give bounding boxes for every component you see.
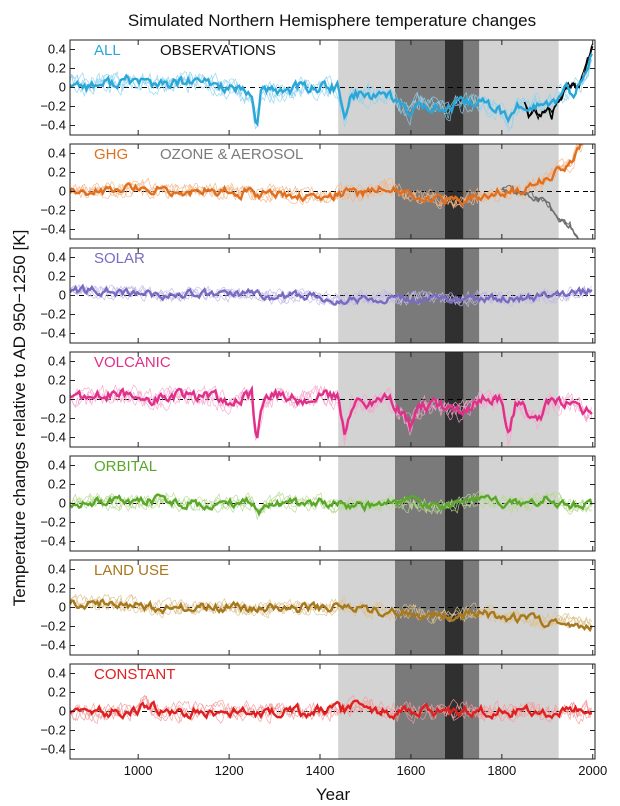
y-tick-label: −0.2 [40,203,66,218]
y-tick-label: −0.2 [40,723,66,738]
panel-plot-area [70,248,595,343]
shading-band-medium [395,40,480,135]
x-tick-label: 1200 [215,763,244,778]
panel-stack: 0.4 0.2 0 −0.2 −0.4 ALL OBSERVATIONS 0.4 0.2 0 −0.… [40,39,607,778]
ensemble-mean-line [70,53,593,127]
x-tick-label: 1000 [124,763,153,778]
y-tick-label: 0 [59,184,66,199]
y-tick-label: −0.4 [40,638,66,653]
y-tick-label: −0.4 [40,534,66,549]
panel-land-use: 0.4 0.2 0 −0.2 −0.4 LAND USE [40,559,596,656]
y-tick-label: −0.2 [40,515,66,530]
y-tick-label: 0 [59,704,66,719]
y-tick-label: 0.4 [48,562,66,577]
y-axis-label: Temperature changes relative to AD 950−1… [10,230,29,607]
panel-label: VOLCANIC [94,354,171,371]
y-tick-label: −0.2 [40,307,66,322]
y-tick-label: −0.2 [40,411,66,426]
panel-constant: 0.4 0.2 0 −0.2 −0.4 CONSTANT 1000 1200 1400 1600 1… [40,663,607,778]
shading-band-dark [445,664,464,759]
ensemble-member-line [70,492,593,515]
y-tick-label: −0.2 [40,619,66,634]
panel-label: LAND USE [94,562,169,579]
panel-ghg: 0.4 0.2 0 −0.2 −0.4 GHG OZONE & AEROSOL [40,143,596,240]
shading-band-dark [445,248,464,343]
ensemble-mean-line [70,493,593,517]
y-tick-label: 0 [59,80,66,95]
y-tick-label: 0.2 [48,477,66,492]
y-tick-label: −0.2 [40,99,66,114]
panel-plot-area [70,456,595,551]
y-tick-label: 0.2 [48,373,66,388]
y-tick-label: 0.2 [48,685,66,700]
y-tick-label: 0.4 [48,250,66,265]
shading-band-dark [445,352,464,447]
y-tick-label: −0.4 [40,430,66,445]
panel-plot-area [70,40,595,135]
y-tick-label: 0.4 [48,666,66,681]
y-tick-label: 0.4 [48,354,66,369]
ensemble-mean-line [70,283,593,306]
y-tick-label: 0 [59,496,66,511]
panel-all: 0.4 0.2 0 −0.2 −0.4 ALL OBSERVATIONS [40,39,596,136]
y-tick-label: 0.2 [48,269,66,284]
x-tick-label: 2000 [578,763,607,778]
ensemble-mean-line [70,144,582,207]
panel-label: CONSTANT [94,666,175,683]
y-tick-label: 0.2 [48,165,66,180]
y-tick-label: 0.2 [48,61,66,76]
y-tick-label: 0 [59,600,66,615]
ensemble-member-line [70,593,593,630]
panel-plot-area [70,144,595,239]
y-tick-label: 0.4 [48,42,66,57]
chart-title: Simulated Northern Hemisphere temperatur… [128,11,536,30]
panel-label: SOLAR [94,250,145,267]
ensemble-member-line [70,144,584,210]
panel-plot-area [70,560,595,655]
y-tick-label: 0.2 [48,581,66,596]
y-tick-label: 0 [59,392,66,407]
panel-extra-label: OZONE & AEROSOL [160,146,303,163]
ensemble-mean-line [70,699,593,721]
shading-band-medium [395,560,480,655]
panel-plot-area [70,664,595,759]
shading-band-dark [445,144,464,239]
x-tick-label: 1600 [396,763,425,778]
y-tick-label: −0.4 [40,742,66,757]
panel-label: ALL [94,42,121,59]
y-tick-label: 0.4 [48,146,66,161]
ensemble-member-line [70,695,593,725]
y-tick-label: 0 [59,288,66,303]
x-axis-label: Year [316,785,351,804]
panel-orbital: 0.4 0.2 0 −0.2 −0.4 ORBITAL [40,455,596,552]
x-tick-label: 1800 [487,763,516,778]
x-tick-label: 1400 [306,763,335,778]
panel-volcanic: 0.4 0.2 0 −0.2 −0.4 VOLCANIC [40,351,596,448]
panel-extra-label: OBSERVATIONS [160,42,276,59]
y-tick-label: −0.4 [40,326,66,341]
ensemble-mean-line [70,384,593,439]
panel-plot-area [70,352,595,447]
shading-band-dark [445,560,464,655]
y-tick-label: 0.4 [48,458,66,473]
ensemble-mean-line [70,598,593,633]
panel-label: ORBITAL [94,458,157,475]
panel-label: GHG [94,146,128,163]
ensemble-member-line [70,491,593,520]
panel-solar: 0.4 0.2 0 −0.2 −0.4 SOLAR [40,247,596,344]
y-tick-label: −0.4 [40,222,66,237]
y-tick-label: −0.4 [40,118,66,133]
